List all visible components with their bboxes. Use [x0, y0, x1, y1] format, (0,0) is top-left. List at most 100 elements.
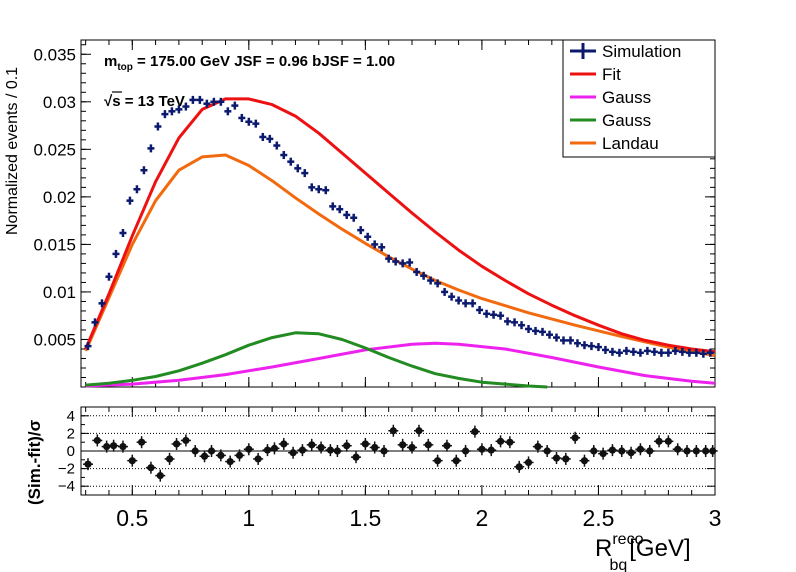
pull-point: [136, 436, 147, 449]
simulation-point: [476, 305, 484, 314]
simulation-point: [231, 101, 239, 110]
pull-point: [269, 442, 280, 455]
legend-label: Gauss: [602, 88, 651, 107]
simulation-point: [657, 348, 665, 357]
pull-point: [180, 434, 191, 447]
pull-point: [432, 454, 443, 467]
curves-layer: [84, 97, 716, 389]
simulation-point: [469, 299, 477, 308]
simulation-point: [245, 117, 253, 126]
pull-point: [616, 445, 627, 457]
simulation-point: [126, 196, 134, 205]
simulation-point: [434, 279, 442, 288]
simulation-point: [350, 213, 358, 222]
simulation-point: [587, 342, 595, 351]
simulation-point: [98, 299, 106, 308]
y-tick-label: 0.03: [43, 93, 76, 112]
x-tick-label: 0.5: [116, 505, 148, 531]
simulation-point: [566, 336, 574, 345]
simulation-point: [343, 210, 351, 219]
simulation-point: [385, 254, 393, 263]
simulation-point: [490, 310, 498, 319]
pull-y-tick-label: 2: [67, 425, 75, 442]
pull-point: [523, 456, 534, 469]
pull-point: [469, 425, 480, 438]
pull-point: [560, 452, 571, 465]
simulation-point: [692, 348, 700, 357]
simulation-point: [147, 144, 155, 153]
simulation-point: [559, 336, 567, 345]
pull-point: [588, 445, 599, 457]
legend-label: Landau: [602, 134, 659, 153]
simulation-point: [259, 132, 267, 141]
energy-annotation: √s = 13 TeV: [104, 93, 185, 110]
simulation-point: [504, 317, 512, 326]
pull-y-tick-label: −4: [58, 478, 75, 495]
pull-point: [199, 450, 210, 463]
mtop-m: m: [104, 53, 117, 70]
simulation-point: [280, 151, 288, 160]
simulation-point: [238, 113, 246, 122]
simulation-point: [168, 107, 176, 116]
energy-value: s = 13 TeV: [112, 93, 185, 110]
simulation-point: [196, 95, 204, 104]
pull-point: [626, 446, 637, 459]
x-label-unit: [GeV]: [629, 535, 690, 562]
simulation-point: [105, 272, 113, 281]
legend-label: Fit: [602, 65, 621, 84]
pull-point: [551, 452, 562, 465]
pull-point: [127, 454, 138, 467]
pull-point: [476, 443, 487, 456]
simulation-point: [210, 97, 218, 106]
simulation-point: [601, 345, 609, 354]
x-tick-label: 3: [709, 505, 722, 531]
simulation-point: [182, 102, 190, 111]
simulation-point: [406, 258, 414, 267]
pull-point: [598, 447, 609, 460]
simulation-point: [483, 309, 491, 318]
simulation-point: [301, 169, 309, 178]
pull-point: [297, 444, 308, 457]
simulation-point: [685, 348, 693, 357]
pull-points: [82, 424, 718, 482]
legend-label: Simulation: [602, 42, 681, 61]
pull-point: [682, 445, 693, 457]
mtop-rest: = 175.00 GeV JSF = 0.96 bJSF = 1.00: [133, 53, 395, 70]
y-tick-label: 0.005: [33, 330, 76, 349]
pull-point: [164, 452, 175, 465]
simulation-point: [217, 97, 225, 106]
legend-label: Gauss: [602, 111, 651, 130]
simulation-point: [546, 330, 554, 339]
simulation-point: [462, 299, 470, 308]
pull-point: [117, 440, 128, 453]
x-tick-label: 1.5: [349, 505, 381, 531]
pull-point: [225, 455, 236, 468]
y-tick-label: 0.02: [43, 188, 76, 207]
simulation-point: [336, 205, 344, 214]
simulation-point: [112, 249, 120, 258]
pull-point: [504, 436, 515, 449]
x-tick-label: 2: [476, 505, 489, 531]
sqrt-symbol: √: [104, 93, 113, 110]
pull-point: [607, 444, 618, 457]
simulation-point: [140, 166, 148, 175]
pull-point: [306, 438, 317, 451]
simulation-point: [119, 228, 127, 237]
y-tick-label: 0.035: [33, 45, 76, 64]
pull-point: [397, 438, 408, 451]
pull-y-tick-label: −2: [58, 461, 75, 478]
simulation-point: [175, 105, 183, 114]
simulation-point: [615, 348, 623, 357]
simulation-point: [273, 141, 281, 150]
simulation-point: [287, 157, 295, 166]
pull-point: [654, 435, 665, 448]
x-label-sup: reco: [612, 531, 643, 548]
pull-point: [101, 440, 112, 453]
simulation-point: [573, 339, 581, 348]
pull-point: [278, 437, 289, 450]
simulation-point: [322, 186, 330, 195]
simulation-point: [650, 347, 658, 356]
pull-point: [413, 424, 424, 437]
simulation-point: [427, 276, 435, 285]
pull-point: [341, 439, 352, 452]
